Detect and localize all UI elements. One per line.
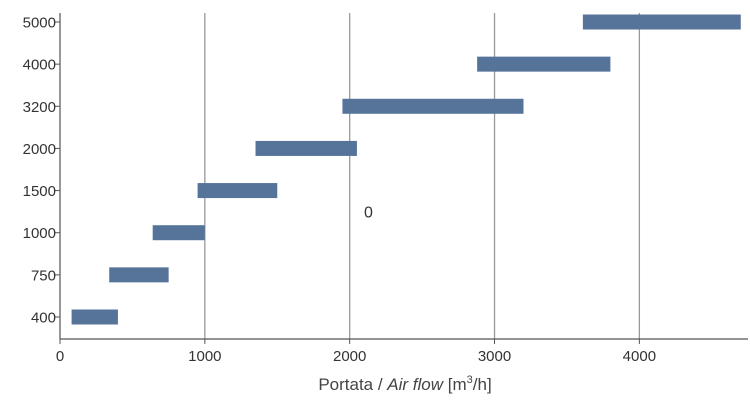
x-axis-title-prefix: Portata / bbox=[318, 375, 387, 394]
range-bars bbox=[71, 14, 741, 325]
y-tick-label: 1500 bbox=[23, 183, 56, 200]
range-bar-4000 bbox=[477, 56, 611, 72]
x-axis-title-end: /h] bbox=[473, 375, 492, 394]
y-tick-label: 750 bbox=[31, 267, 56, 284]
range-bar-400 bbox=[71, 309, 118, 325]
range-bar-1500 bbox=[197, 183, 278, 199]
range-bar-3200 bbox=[342, 98, 524, 114]
y-tick-label: 2000 bbox=[23, 141, 56, 158]
x-tick-label: 1000 bbox=[188, 348, 221, 365]
x-tick-label: 2000 bbox=[333, 348, 366, 365]
annotation-label: 0 bbox=[364, 205, 373, 222]
y-tick-label: 1000 bbox=[23, 225, 56, 242]
y-tick-labels: 400 750 1000 1500 2000 3200 4000 5000 bbox=[23, 15, 60, 327]
x-axis-title-suffix: [m bbox=[443, 375, 467, 394]
y-tick-label: 4000 bbox=[23, 57, 56, 74]
range-bar-750 bbox=[109, 267, 169, 283]
x-axis-title-sup: 3 bbox=[467, 374, 473, 386]
y-tick-label: 5000 bbox=[23, 15, 56, 32]
range-bar-5000 bbox=[582, 14, 741, 30]
y-tick-label: 3200 bbox=[23, 99, 56, 116]
range-bar-2000 bbox=[255, 140, 357, 156]
x-tick-labels: 0 1000 2000 3000 4000 bbox=[56, 339, 656, 365]
x-tick-label: 3000 bbox=[478, 348, 511, 365]
x-axis-title: Portata / Air flow [m3/h] bbox=[318, 374, 491, 394]
x-tick-label: 4000 bbox=[623, 348, 656, 365]
y-tick-label: 400 bbox=[31, 310, 56, 327]
x-axis-title-italic: Air flow bbox=[386, 375, 444, 394]
range-bar-1000 bbox=[152, 225, 205, 241]
x-tick-label: 0 bbox=[56, 348, 64, 365]
